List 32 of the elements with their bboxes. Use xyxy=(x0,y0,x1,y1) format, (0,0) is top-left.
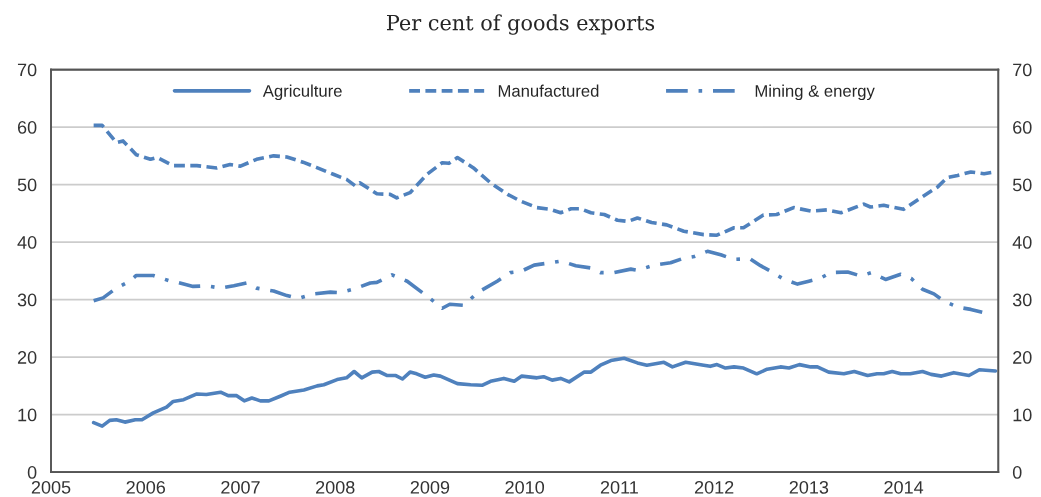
y2-tick-label: 30 xyxy=(1012,293,1032,307)
line-series xyxy=(91,249,985,315)
y2-tick-label: 20 xyxy=(1013,351,1032,364)
legend-label: Mining & energy xyxy=(755,84,875,101)
y2-tick-label: 0 xyxy=(1012,466,1022,479)
y2-tick-label: 50 xyxy=(1012,178,1032,192)
x-tick-label: 2010 xyxy=(505,480,545,494)
y2-tick-label: 40 xyxy=(1012,236,1032,249)
y-tick-label: 10 xyxy=(18,408,37,422)
y-tick-label: 40 xyxy=(17,236,37,249)
y2-tick-label: 70 xyxy=(1013,63,1032,77)
x-tick-label: 2012 xyxy=(694,480,734,494)
line-series xyxy=(91,356,998,428)
y-tick-label: 30 xyxy=(17,293,37,307)
chart-title: Per cent of goods exports xyxy=(386,14,655,35)
x-tick-label: 2013 xyxy=(789,480,829,494)
x-tick-label: 2011 xyxy=(600,480,638,494)
x-tick-label: 2014 xyxy=(884,480,924,494)
x-tick-label: 2008 xyxy=(316,480,355,494)
y2-tick-label: 60 xyxy=(1013,121,1032,134)
legend-label: Manufactured xyxy=(498,84,599,97)
x-tick-label: 2007 xyxy=(221,480,260,494)
legend-label: Agriculture xyxy=(262,84,342,101)
y-tick-label: 70 xyxy=(17,63,37,77)
y-tick-label: 0 xyxy=(27,466,37,479)
y-tick-label: 20 xyxy=(17,351,37,364)
x-tick-label: 2005 xyxy=(31,480,71,494)
y2-tick-label: 10 xyxy=(1013,408,1032,422)
x-tick-label: 2009 xyxy=(410,480,450,494)
y-tick-label: 60 xyxy=(17,121,37,134)
x-tick-label: 2006 xyxy=(126,480,166,494)
y-tick-label: 50 xyxy=(17,178,37,192)
